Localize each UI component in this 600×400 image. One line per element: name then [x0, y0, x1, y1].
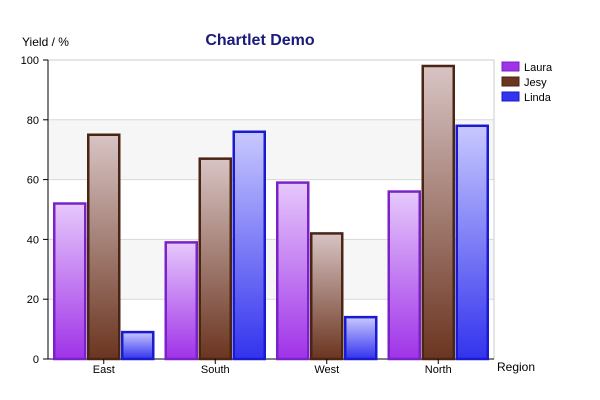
- y-tick-label: 40: [27, 234, 39, 246]
- y-tick-label: 100: [21, 55, 39, 67]
- bar-linda-east: [121, 330, 155, 361]
- bar-jesy-west: [310, 232, 344, 361]
- chart-title: Chartlet Demo: [205, 32, 315, 49]
- legend-swatch-laura: [501, 61, 520, 72]
- x-tick-label: North: [425, 364, 452, 376]
- legend-label-jesy: Jesy: [524, 77, 547, 89]
- plot-band: [48, 119, 494, 180]
- y-tick-label: 60: [27, 175, 39, 187]
- y-axis-title: Yield / %: [22, 35, 69, 49]
- bar-linda-south: [232, 130, 266, 361]
- x-tick-label: West: [314, 364, 339, 376]
- x-tick-label: South: [201, 364, 230, 376]
- legend-swatch-jesy: [501, 76, 520, 87]
- legend-label-linda: Linda: [524, 92, 552, 104]
- bar-linda-west: [344, 315, 378, 361]
- bar-jesy-north: [421, 64, 455, 361]
- bar-jesy-east: [87, 133, 121, 361]
- bar-laura-west: [276, 181, 310, 361]
- legend-swatch-linda: [501, 91, 520, 102]
- bar-laura-east: [53, 202, 87, 361]
- legend: Laura Jesy Linda: [501, 61, 553, 104]
- y-tick-label: 80: [27, 115, 39, 127]
- y-tick-label: 0: [33, 354, 39, 366]
- plot-area: 0 20 40 60 80 100 East South West North: [21, 55, 495, 376]
- y-tick-label: 20: [27, 294, 39, 306]
- bar-laura-south: [164, 241, 198, 361]
- x-tick-label: East: [93, 364, 115, 376]
- bar-linda-north: [455, 124, 489, 361]
- legend-label-laura: Laura: [524, 62, 553, 74]
- x-axis-title: Region: [497, 360, 535, 374]
- plot-band: [48, 60, 494, 120]
- bar-laura-north: [387, 190, 421, 361]
- bar-jesy-south: [198, 157, 232, 361]
